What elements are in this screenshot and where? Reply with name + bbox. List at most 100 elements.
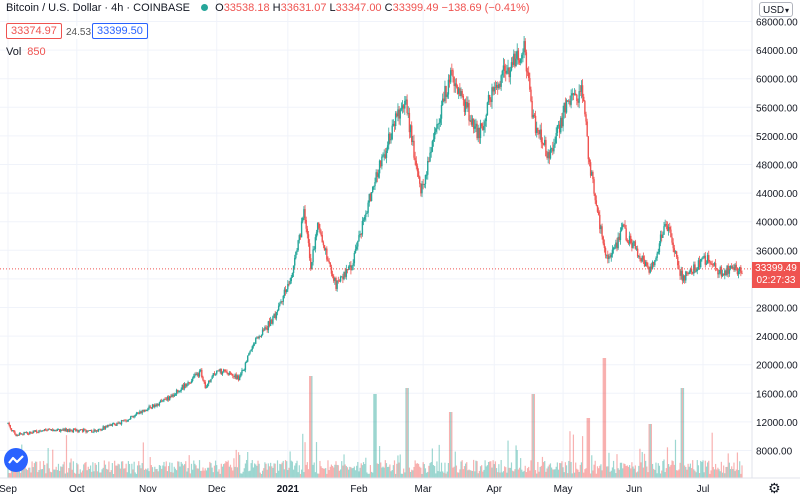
volume-bar <box>711 432 713 478</box>
candle-body <box>291 273 294 278</box>
candle-body <box>610 254 612 258</box>
candle-body <box>549 148 552 159</box>
volume-bar <box>620 462 623 478</box>
tradingview-logo-icon[interactable] <box>4 448 28 472</box>
volume-bar <box>178 461 180 478</box>
volume-bar <box>484 460 486 478</box>
volume-bar <box>618 469 620 478</box>
volume-bar <box>114 460 116 478</box>
candle-body <box>279 303 281 306</box>
volume-bar <box>353 466 355 478</box>
candle-body <box>119 422 122 425</box>
volume-bar <box>450 412 452 478</box>
volume-bar <box>181 463 183 478</box>
symbol-title[interactable]: Bitcoin / U.S. Dollar · 4h · COINBASE <box>6 2 190 14</box>
candle-body <box>494 87 497 88</box>
volume-bar <box>741 465 743 478</box>
buy-price-button[interactable]: 33399.50 <box>92 23 148 39</box>
volume-bar <box>710 470 712 478</box>
candle-body <box>48 428 50 430</box>
volume-bar <box>451 412 453 478</box>
gear-icon[interactable]: ⚙ <box>768 480 781 496</box>
volume-bar <box>116 465 118 478</box>
candle-body <box>228 372 231 375</box>
volume-bar <box>430 462 432 478</box>
volume-bar <box>413 466 415 478</box>
price-axis-bg <box>752 0 800 501</box>
candle-body <box>613 247 616 249</box>
candle-body <box>126 420 128 422</box>
volume-bar <box>470 470 472 478</box>
candle-body <box>360 234 362 235</box>
candle-body <box>698 260 701 268</box>
volume-bar <box>154 466 156 478</box>
volume-bar <box>532 394 534 478</box>
volume-bar <box>320 466 322 478</box>
volume-bar <box>726 466 728 478</box>
volume-bar <box>267 463 269 478</box>
candle-body <box>417 171 420 177</box>
volume-bar <box>362 462 365 478</box>
volume-bar <box>436 461 438 478</box>
candle-body <box>52 429 54 432</box>
candle-body <box>171 394 173 397</box>
candle-body <box>197 373 200 377</box>
candle-body <box>103 426 106 429</box>
volume-bar <box>360 463 362 478</box>
candle-body <box>263 329 265 331</box>
candle-body <box>456 86 459 94</box>
candle-body <box>571 93 573 96</box>
candle-body <box>412 140 414 142</box>
volume-bar <box>143 469 146 478</box>
volume-bar <box>491 467 493 478</box>
volume-bar <box>542 462 545 478</box>
candle-body <box>736 267 739 275</box>
candle-body <box>714 263 717 269</box>
candle-body <box>71 430 73 433</box>
volume-bar <box>337 465 339 478</box>
volume-bar <box>291 461 294 478</box>
candle-body <box>648 268 650 273</box>
volume-bar <box>38 470 40 478</box>
candle-body <box>691 271 694 274</box>
candle-body <box>221 371 224 375</box>
volume-bar <box>708 460 710 478</box>
candle-body <box>187 382 189 386</box>
candle-body <box>652 261 655 266</box>
candle-body <box>683 275 686 281</box>
candle-body <box>469 120 471 122</box>
candle-body <box>677 256 679 266</box>
candle-body <box>241 370 243 374</box>
candle-body <box>116 422 118 426</box>
candle-body <box>406 99 408 114</box>
candle-body <box>99 428 101 430</box>
price-axis: 8000.00 12000.00 16000.00 20000.00 24000.00 2… <box>751 0 800 501</box>
candle-body <box>439 118 442 123</box>
volume-bar <box>556 462 558 478</box>
price-candles <box>7 36 743 437</box>
volume-bar <box>733 462 735 478</box>
candle-body <box>558 124 561 133</box>
volume-bar <box>322 468 324 478</box>
candle-body <box>513 53 515 65</box>
candle-body <box>85 429 87 433</box>
candle-body <box>333 276 335 281</box>
sell-price-button[interactable]: 33374.97 <box>6 23 62 39</box>
volume-bar <box>236 467 238 478</box>
volume-bar <box>510 462 513 478</box>
candle-body <box>616 242 618 249</box>
candle-body <box>438 122 440 124</box>
candle-body <box>238 376 241 381</box>
candle-body <box>136 412 139 414</box>
volume-bar <box>270 462 272 478</box>
volume-bar <box>388 466 390 478</box>
volume-bar <box>159 465 162 478</box>
candle-body <box>160 400 163 402</box>
volume-bar <box>564 462 566 478</box>
volume-bar <box>486 465 488 478</box>
volume-bar <box>156 468 158 478</box>
currency-select[interactable]: USD ▾ <box>759 2 793 17</box>
volume-bar <box>579 464 581 478</box>
volume-bar <box>606 466 608 478</box>
